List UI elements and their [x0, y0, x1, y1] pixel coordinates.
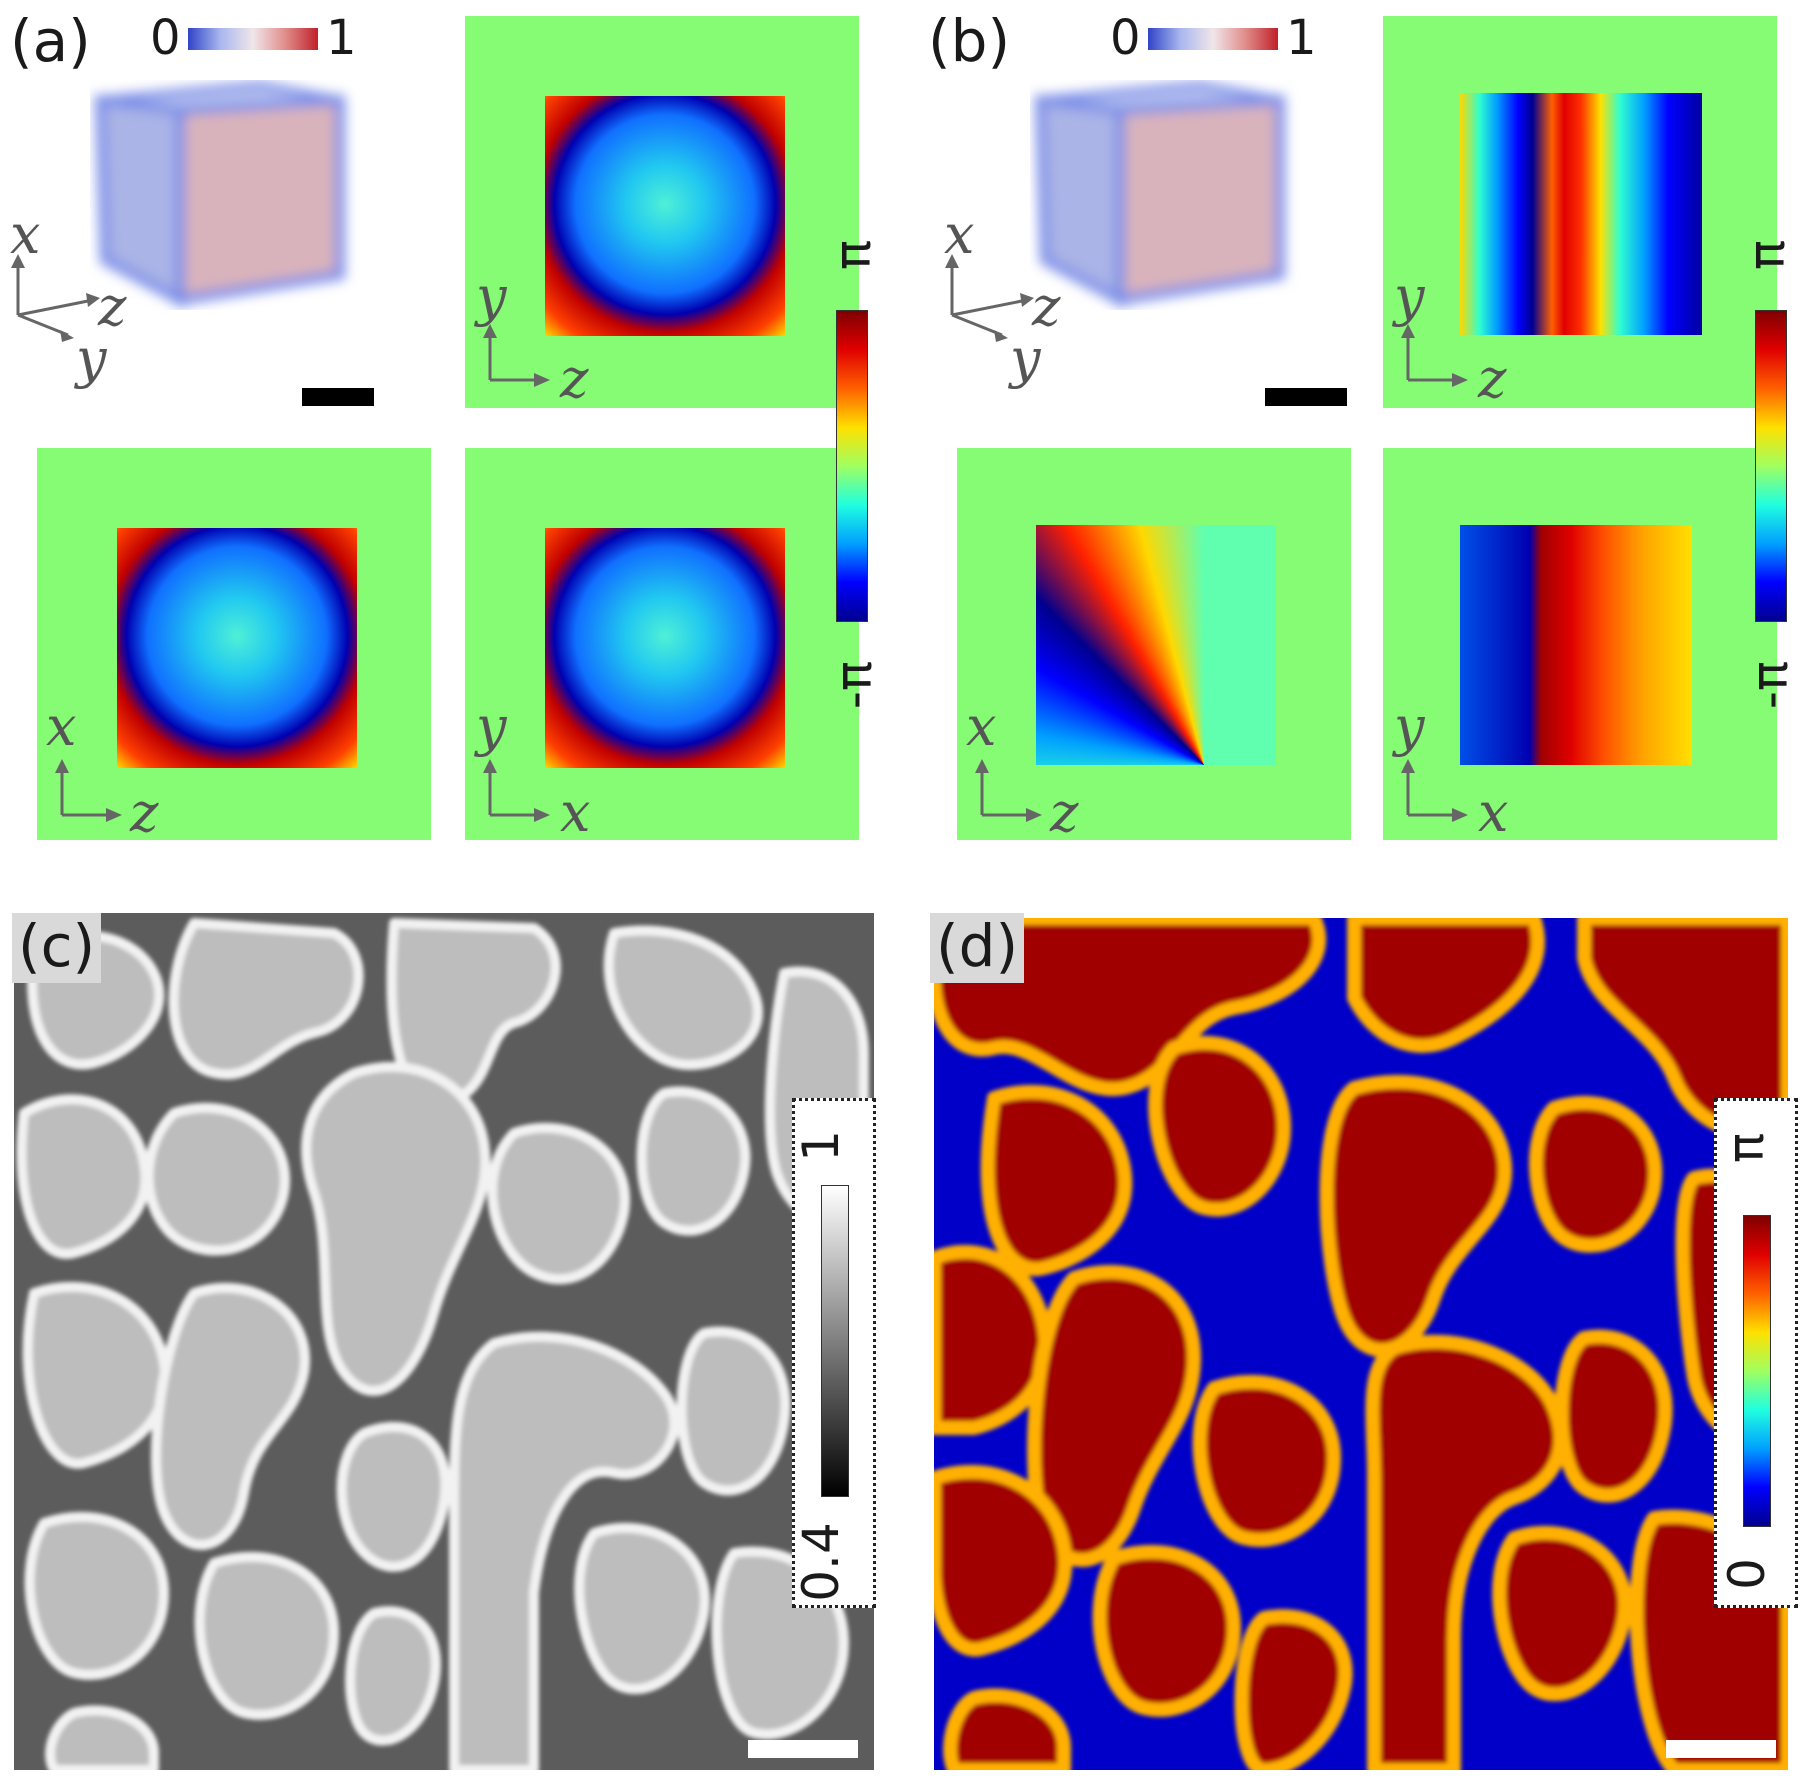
cube-render-a [90, 80, 360, 310]
phase-vortex-xz-a [117, 528, 357, 768]
greyscale-colorbar-top: 1 [791, 1130, 850, 1162]
phase-slice-yx-a [465, 448, 859, 840]
density-colorbar-a [188, 28, 318, 50]
axis-label-y-yz-b: y [1394, 265, 1425, 328]
axis-label-x-3d-b: x [944, 203, 975, 266]
density-colorbar-b [1148, 28, 1278, 50]
phase-gradient-yx-b [1460, 525, 1692, 765]
phase-colorbar-top-b: π [1738, 239, 1797, 271]
image-d-phase-map [934, 918, 1788, 1770]
phase-slice-yz-b [1383, 16, 1777, 408]
axis-label-x-3d-a: x [10, 203, 41, 266]
phase-colorbar-bottom-d: 0 [1717, 1558, 1776, 1590]
phase-vortex-yx-a [545, 528, 785, 768]
axes-xz-b [962, 755, 1062, 835]
axes-triad-3d-b [942, 250, 1062, 370]
axes-triad-3d-a [8, 250, 128, 370]
axes-yz-b [1388, 320, 1488, 400]
phase-colorbar-d [1743, 1215, 1771, 1527]
phase-colorbar-top-d: π [1717, 1132, 1776, 1164]
density-colorbar-min-a: 0 [150, 10, 181, 66]
phase-colorbar-bottom-a: -π [825, 660, 884, 710]
phase-vortex-yz-a [545, 96, 785, 336]
axis-label-x-yx-b: x [1478, 781, 1509, 844]
density-colorbar-max-a: 1 [326, 10, 357, 66]
axis-label-z-3d-b: z [1032, 275, 1061, 338]
phase-colorbar-top-a: π [824, 239, 883, 271]
scale-bar-c [748, 1740, 858, 1758]
greyscale-colorbar-inset: 1 0.4 [792, 1098, 876, 1608]
axis-label-z-yz-b: z [1478, 347, 1507, 410]
axis-label-y-3d-a: y [76, 327, 107, 390]
axis-label-y-yx-a: y [476, 695, 507, 758]
phase-slice-xz-a [37, 448, 431, 840]
phase-slice-xz-b [957, 448, 1351, 840]
greyscale-colorbar [821, 1185, 849, 1497]
image-c-greyscale [14, 913, 874, 1770]
phase-slice-yx-b [1383, 448, 1777, 840]
axis-label-x-yx-a: x [560, 781, 591, 844]
axis-label-z-xz-b: z [1050, 781, 1079, 844]
phase-colorbar-inset-d: π 0 [1714, 1098, 1798, 1608]
panel-label-b: (b) [928, 7, 1011, 75]
axis-label-y-3d-b: y [1010, 327, 1041, 390]
greyscale-colorbar-bottom: 0.4 [791, 1522, 850, 1602]
axis-label-z-yz-a: z [560, 347, 589, 410]
scale-bar-b [1265, 388, 1347, 406]
axis-label-x-xz-b: x [966, 695, 997, 758]
phase-fringes-xz-b [1036, 525, 1276, 765]
phase-colorbar-b [1755, 310, 1787, 622]
axis-label-z-3d-a: z [98, 275, 127, 338]
phase-colorbar-a [836, 310, 868, 622]
axes-yz-a [470, 320, 570, 400]
phase-colorbar-bottom-b: -π [1741, 660, 1800, 710]
density-colorbar-max-b: 1 [1286, 10, 1317, 66]
axes-yx-a [470, 755, 570, 835]
panel-label-d: (d) [930, 913, 1025, 983]
panel-label-c: (c) [12, 913, 102, 983]
axis-label-z-xz-a: z [130, 781, 159, 844]
phase-slice-yz-a [465, 16, 859, 408]
axes-xz-a [42, 755, 142, 835]
density-colorbar-min-b: 0 [1110, 10, 1141, 66]
cube-render-b [1030, 80, 1300, 310]
axis-label-x-xz-a: x [46, 695, 77, 758]
scale-bar-d [1666, 1740, 1776, 1758]
panel-label-a: (a) [10, 7, 91, 75]
axes-yx-b [1388, 755, 1488, 835]
phase-stripes-yz-b [1460, 93, 1702, 335]
axis-label-y-yz-a: y [476, 265, 507, 328]
axis-label-y-yx-b: y [1394, 695, 1425, 758]
scale-bar-a [302, 388, 374, 406]
